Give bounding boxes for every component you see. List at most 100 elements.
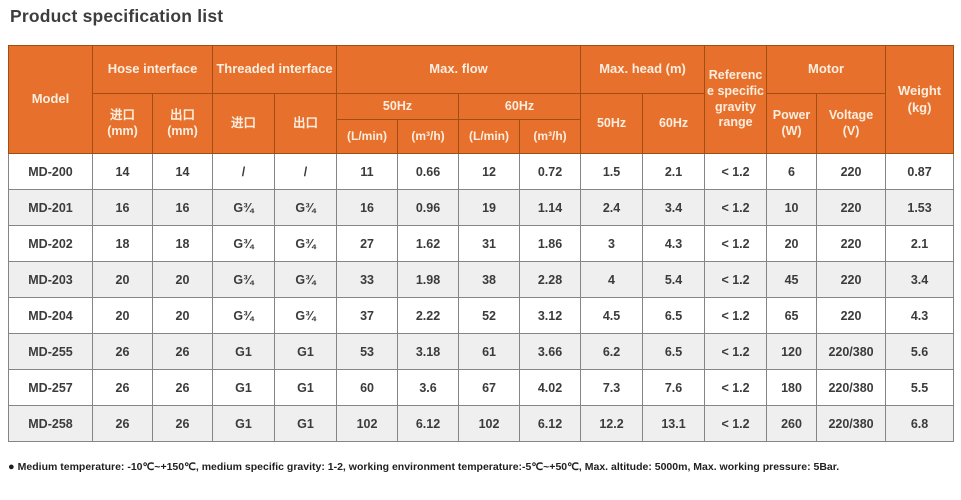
col-header-threaded-interface: Threaded interface (211, 45, 338, 94)
col-header-flow-50hz-lmin: (L/min) (336, 119, 399, 154)
col-header-hose-interface: Hose interface (92, 45, 213, 94)
value-cell: 26 (152, 369, 213, 406)
col-header-flow-60hz-m3h: (m³/h) (519, 119, 582, 154)
value-cell: < 1.2 (704, 333, 768, 370)
value-cell: 16 (336, 189, 399, 226)
value-cell: 31 (458, 225, 521, 262)
value-cell: 1.5 (580, 153, 644, 190)
value-cell: < 1.2 (704, 189, 768, 226)
value-cell: 0.72 (519, 153, 582, 190)
value-cell: G1 (212, 405, 275, 442)
value-cell: 220 (816, 297, 887, 334)
table-row: MD-258 26 26 G1 G1 102 6.12 102 6.12 12.2 13.1 < 1.… (8, 405, 955, 442)
model-cell: MD-204 (8, 297, 93, 334)
value-cell: 12.2 (580, 405, 644, 442)
footnote-text: Medium temperature: -10℃~+150℃, medium s… (17, 461, 840, 473)
value-cell: < 1.2 (704, 405, 768, 442)
value-cell: 14 (92, 153, 153, 190)
value-cell: 20 (152, 261, 213, 298)
col-header-threaded-outlet: 出口 (273, 93, 338, 154)
value-cell: < 1.2 (704, 297, 768, 334)
value-cell: 3.12 (519, 297, 582, 334)
value-cell: 260 (766, 405, 818, 442)
value-cell: 220 (816, 153, 887, 190)
value-cell: 3.66 (519, 333, 582, 370)
value-cell: 1.62 (397, 225, 460, 262)
table-row: MD-257 26 26 G1 G1 60 3.6 67 4.02 7.3 7.6 < 1.2 180 2… (8, 369, 955, 406)
value-cell: 220 (816, 225, 887, 262)
value-cell: 3.6 (397, 369, 460, 406)
value-cell: 2.22 (397, 297, 460, 334)
value-cell: 4.3 (642, 225, 706, 262)
value-cell: 53 (336, 333, 399, 370)
value-cell: 220/380 (816, 369, 887, 406)
col-header-weight: Weight (kg) (885, 45, 955, 154)
value-cell: 18 (92, 225, 153, 262)
value-cell: G¾ (273, 261, 338, 298)
col-header-power: Power (W) (766, 93, 818, 154)
value-cell: < 1.2 (704, 369, 768, 406)
value-cell: G¾ (273, 189, 338, 226)
value-cell: 120 (766, 333, 818, 370)
value-cell: 16 (92, 189, 153, 226)
col-header-outlet-mm: 出口 (mm) (152, 93, 213, 154)
value-cell: G1 (212, 369, 275, 406)
col-header-motor: Motor (766, 45, 887, 94)
table-row: MD-255 26 26 G1 G1 53 3.18 61 3.66 6.2 6.5 < 1.2 120… (8, 333, 955, 370)
value-cell: 20 (152, 297, 213, 334)
value-cell: 3 (580, 225, 644, 262)
col-header-head-50hz: 50Hz (580, 93, 644, 154)
col-header-model: Model (8, 45, 93, 154)
table-row: MD-200 14 14//11 0.66 12 0.72 1.5 2.1 < 1.2 6 220 0… (8, 153, 955, 190)
table-row: MD-202 18 18 G¾ G¾ 27 1.62 31 1.86 3 4.3 < 1.2 20 220… (8, 225, 955, 262)
col-header-flow-60hz: 60Hz (458, 93, 582, 120)
value-cell: 1.86 (519, 225, 582, 262)
model-cell: MD-255 (8, 333, 93, 370)
table-header: Model Hose interface Threaded interface … (8, 45, 955, 154)
value-cell: 102 (458, 405, 521, 442)
value-cell: 6 (766, 153, 818, 190)
model-cell: MD-257 (8, 369, 93, 406)
model-cell: MD-200 (8, 153, 93, 190)
value-cell: G1 (212, 333, 275, 370)
value-cell: 5.5 (885, 369, 955, 406)
col-header-head-60hz: 60Hz (642, 93, 706, 154)
value-cell: 0.87 (885, 153, 955, 190)
value-cell: 6.8 (885, 405, 955, 442)
col-header-inlet-mm: 进口 (mm) (92, 93, 153, 154)
value-cell: < 1.2 (704, 153, 768, 190)
value-cell: 52 (458, 297, 521, 334)
value-cell: 67 (458, 369, 521, 406)
value-cell: / (212, 153, 275, 190)
value-cell: 27 (336, 225, 399, 262)
value-cell: 6.5 (642, 297, 706, 334)
value-cell: 220/380 (816, 405, 887, 442)
value-cell: 3.4 (885, 261, 955, 298)
value-cell: G1 (273, 369, 338, 406)
bullet-icon: ● (8, 461, 15, 473)
value-cell: 1.14 (519, 189, 582, 226)
value-cell: 16 (152, 189, 213, 226)
col-header-flow-50hz: 50Hz (336, 93, 460, 120)
value-cell: 220 (816, 261, 887, 298)
value-cell: < 1.2 (704, 261, 768, 298)
value-cell: 4.02 (519, 369, 582, 406)
value-cell: 1.98 (397, 261, 460, 298)
value-cell: 0.96 (397, 189, 460, 226)
value-cell: < 1.2 (704, 225, 768, 262)
value-cell: G¾ (212, 261, 275, 298)
model-cell: MD-203 (8, 261, 93, 298)
value-cell: 6.12 (519, 405, 582, 442)
value-cell: 60 (336, 369, 399, 406)
value-cell: 20 (766, 225, 818, 262)
value-cell: 26 (152, 405, 213, 442)
col-header-max-flow: Max. flow (336, 45, 582, 94)
value-cell: / (273, 153, 338, 190)
value-cell: 20 (92, 297, 153, 334)
col-header-threaded-inlet: 进口 (212, 93, 275, 154)
table-row: MD-201 16 16 G¾ G¾ 16 0.96 19 1.14 2.4 3.4 < 1.2 10 2… (8, 189, 955, 226)
value-cell: G¾ (273, 225, 338, 262)
col-header-flow-50hz-m3h: (m³/h) (397, 119, 460, 154)
value-cell: 38 (458, 261, 521, 298)
table-body: MD-200 14 14//11 0.66 12 0.72 1.5 2.1 < 1.2 6 220 0… (8, 153, 955, 442)
